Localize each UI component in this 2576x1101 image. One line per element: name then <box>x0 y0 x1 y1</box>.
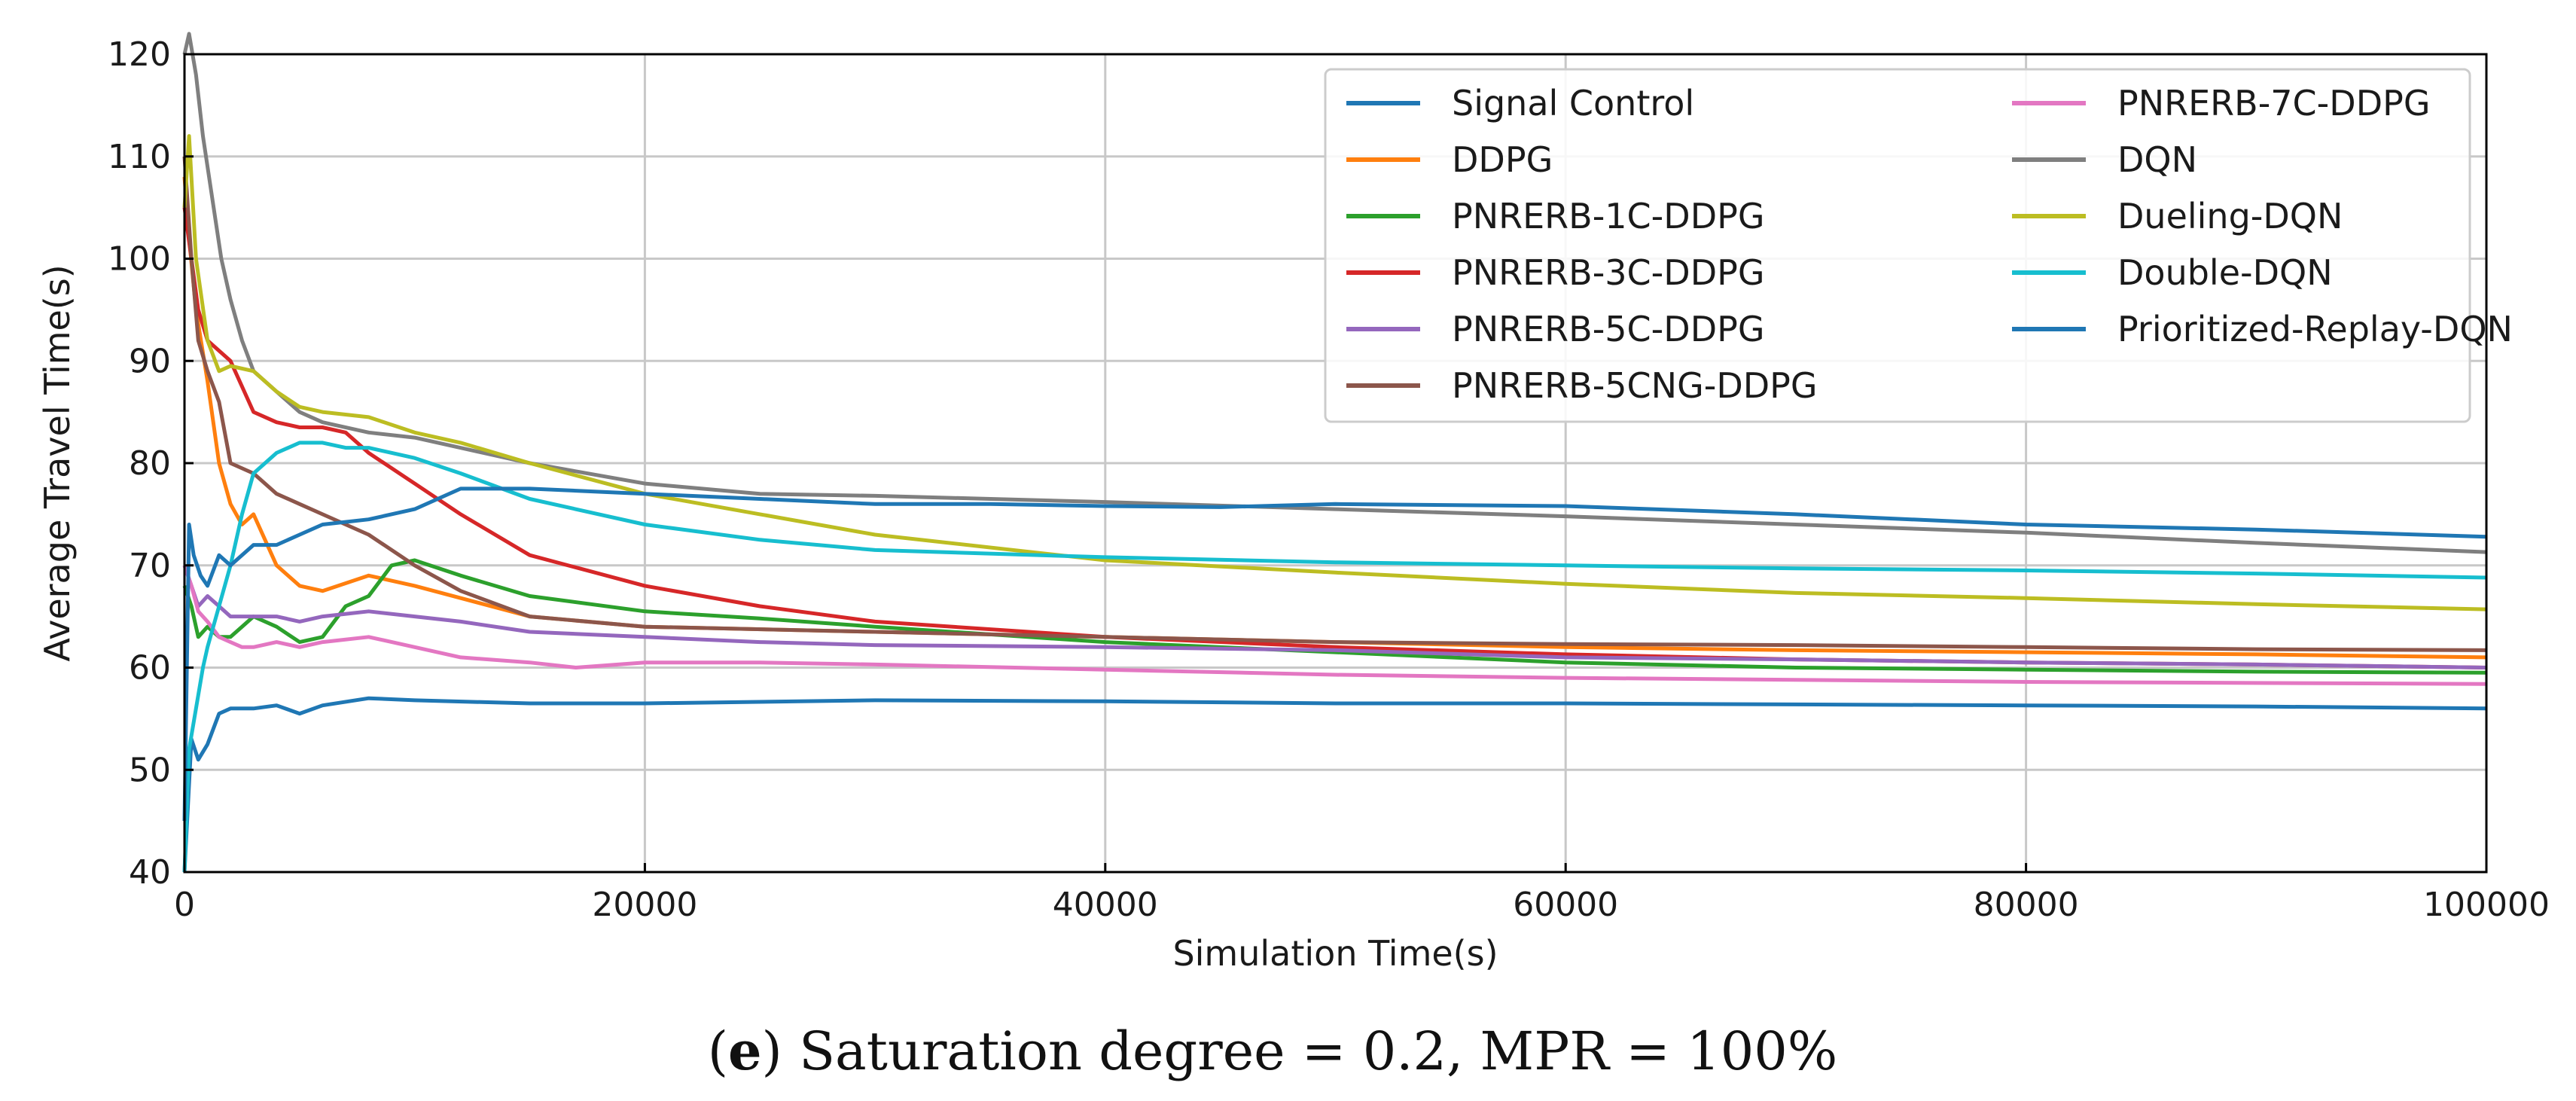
series-line-11 <box>182 486 2487 822</box>
x-axis-label: Simulation Time(s) <box>1172 933 1498 974</box>
x-tick-label: 100000 <box>2423 886 2550 924</box>
y-tick-label: 120 <box>108 35 171 74</box>
caption-letter: e <box>728 1020 762 1082</box>
y-tick-label: 40 <box>129 853 171 892</box>
legend-entry: Prioritized-Replay-DQN <box>2117 309 2513 349</box>
series-line-4 <box>182 207 2487 669</box>
series-line-5 <box>182 564 2487 669</box>
legend-entry: PNRERB-7C-DDPG <box>2117 83 2431 124</box>
legend: Signal Control DDPG PNRERB-1C-DDPG PNRERB-3… <box>1324 68 2513 423</box>
legend-entry: Double-DQN <box>2117 252 2333 293</box>
y-tick-label: 110 <box>108 138 171 176</box>
x-axis-ticks: 0 20000 40000 60000 80000 100000 <box>174 863 2550 924</box>
series-line-8 <box>182 32 2487 554</box>
series-line-10 <box>182 441 2487 873</box>
legend-entry: PNRERB-5CNG-DDPG <box>1452 365 1818 406</box>
series-line-7 <box>182 564 2487 686</box>
series-line-2 <box>182 176 2487 660</box>
x-tick-label: 60000 <box>1513 886 1618 924</box>
legend-entry: PNRERB-3C-DDPG <box>1452 252 1765 293</box>
caption-text: ) Saturation degree = 0.2, MPR = 100% <box>762 1020 1838 1082</box>
series-line-6 <box>182 156 2487 652</box>
legend-box <box>1324 68 2471 423</box>
x-tick-label: 0 <box>174 886 195 924</box>
legend-entry: DDPG <box>1452 139 1553 180</box>
y-tick-label: 90 <box>129 342 171 380</box>
x-tick-label: 40000 <box>1053 886 1158 924</box>
figure-caption: (e) Saturation degree = 0.2, MPR = 100% <box>708 1020 1838 1082</box>
legend-entry: Signal Control <box>1452 83 1694 124</box>
y-axis-ticks: 40 50 60 70 80 90 100 110 120 <box>108 35 194 892</box>
series-lines <box>182 32 2487 873</box>
x-tick-label: 80000 <box>1974 886 2079 924</box>
x-tick-label: 20000 <box>592 886 697 924</box>
y-tick-label: 60 <box>129 649 171 688</box>
y-tick-label: 100 <box>108 240 171 279</box>
legend-entry: Dueling-DQN <box>2117 196 2343 236</box>
series-line-9 <box>182 134 2487 611</box>
caption-prefix: ( <box>708 1020 728 1082</box>
y-tick-label: 50 <box>129 751 171 789</box>
y-axis-label: Average Travel Time(s) <box>37 264 78 661</box>
y-tick-label: 80 <box>129 444 171 483</box>
series-line-1 <box>182 696 2487 873</box>
legend-entry: PNRERB-1C-DDPG <box>1452 196 1765 236</box>
y-tick-label: 70 <box>129 547 171 585</box>
legend-entry: PNRERB-5C-DDPG <box>1452 309 1765 349</box>
legend-entry: DQN <box>2117 139 2197 180</box>
